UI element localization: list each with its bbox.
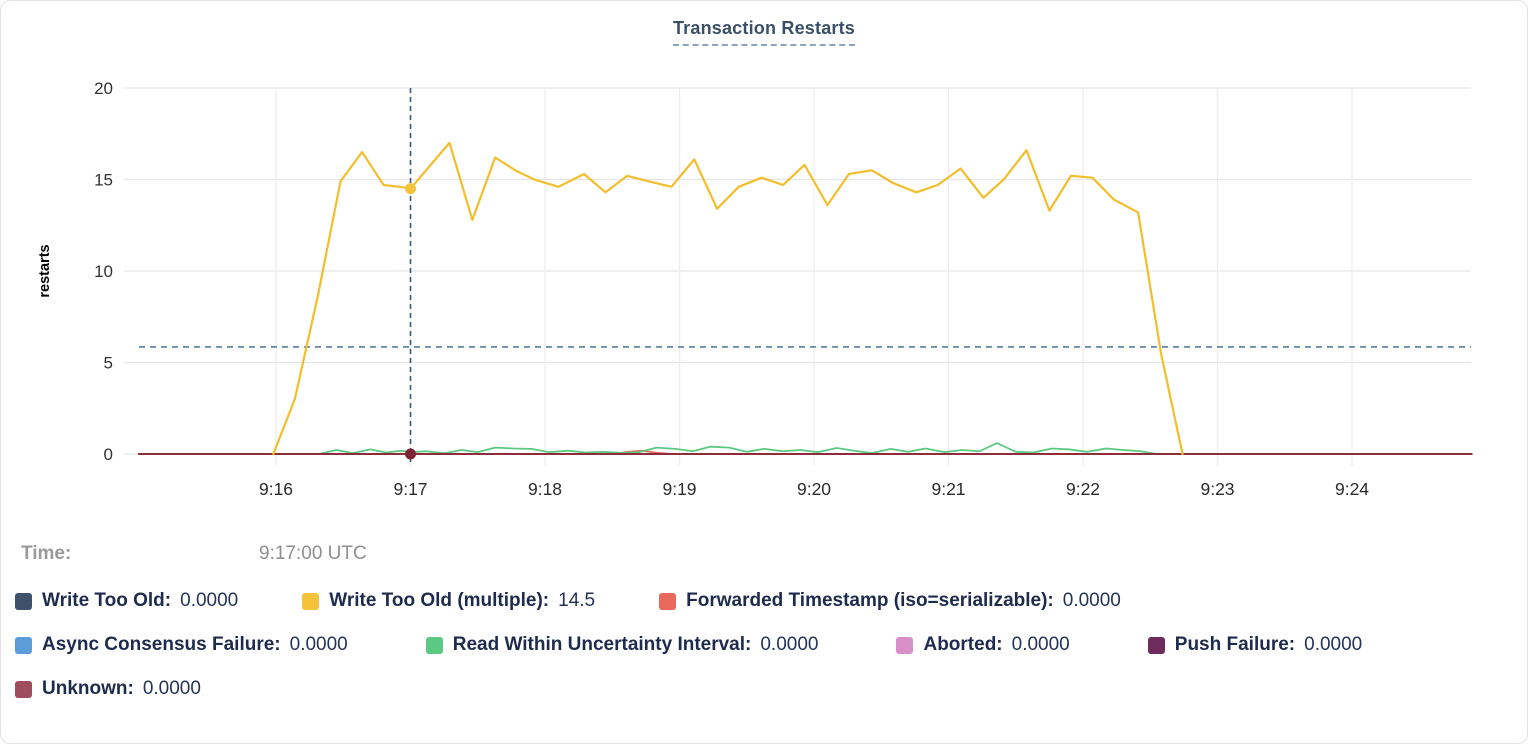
- y-axis-label: restarts: [37, 244, 53, 297]
- x-tick-label: 9:19: [662, 479, 696, 499]
- legend-swatch-icon: [15, 680, 32, 698]
- x-tick-label: 9:24: [1335, 479, 1369, 499]
- legend-series-value: 14.5: [558, 590, 596, 611]
- chart-header: Transaction Restarts: [1, 1, 1527, 63]
- y-tick-label: 0: [104, 445, 113, 464]
- legend-item: Write Too Old (multiple): 14.5: [302, 590, 595, 612]
- y-tick-label: 15: [94, 171, 113, 190]
- legend-series-value: 0.0000: [1304, 634, 1363, 655]
- legend-series-value: 0.0000: [1062, 590, 1121, 611]
- legend-series-name: Async Consensus Failure:: [42, 634, 281, 655]
- legend-row-3: Unknown: 0.0000: [15, 667, 1527, 711]
- x-tick-label: 9:23: [1200, 479, 1234, 499]
- hover-time-row: Time: 9:17:00 UTC: [21, 539, 1527, 569]
- x-tick-label: 9:17: [393, 479, 427, 499]
- x-tick-label: 9:20: [797, 479, 831, 499]
- legend-series-name: Forwarded Timestamp (iso=serializable):: [686, 590, 1054, 611]
- legend-swatch-icon: [15, 636, 32, 654]
- legend-item: Aborted: 0.0000: [896, 634, 1070, 656]
- x-tick-label: 9:16: [259, 479, 293, 499]
- legend-item: Push Failure: 0.0000: [1147, 634, 1363, 656]
- time-value: 9:17:00 UTC: [259, 543, 367, 564]
- hover-marker-dot: [405, 448, 416, 460]
- legend-series-name: Read Within Uncertainty Interval:: [452, 634, 752, 655]
- legend-item: Async Consensus Failure: 0.0000: [15, 634, 348, 656]
- legend-series-name: Write Too Old:: [42, 590, 172, 611]
- transaction-restarts-chart[interactable]: 0 5 10 15 20 9:16 9:17 9:18 9:19 9:20 9:21 9:22 9:23…: [1, 63, 1528, 523]
- legend-series-value: 0.0000: [142, 678, 201, 699]
- hover-marker-dot: [405, 183, 416, 195]
- legend-item: Read Within Uncertainty Interval: 0.0000: [425, 634, 819, 656]
- x-tick-label: 9:18: [528, 479, 562, 499]
- legend-series-value: 0.0000: [760, 634, 819, 655]
- legend-series-name: Aborted:: [923, 634, 1003, 655]
- legend-series-name: Unknown:: [42, 678, 134, 699]
- x-tick-label: 9:21: [931, 479, 965, 499]
- legend-series-value: 0.0000: [180, 590, 239, 611]
- chart-title[interactable]: Transaction Restarts: [672, 18, 856, 46]
- legend-row-2: Async Consensus Failure: 0.0000 Read Withi…: [15, 623, 1527, 667]
- legend-swatch-icon: [896, 636, 914, 654]
- legend-swatch-icon: [425, 636, 443, 654]
- y-tick-label: 20: [94, 79, 113, 98]
- legend-item: Write Too Old: 0.0000: [15, 590, 238, 612]
- series-line-read-within-uncertainty-interval: [318, 442, 1158, 455]
- legend-item: Forwarded Timestamp (iso=serializable): 0…: [659, 590, 1121, 612]
- legend-series-name: Push Failure:: [1174, 634, 1296, 655]
- time-label: Time:: [21, 543, 72, 564]
- legend-swatch-icon: [659, 592, 677, 610]
- x-tick-label: 9:22: [1066, 479, 1100, 499]
- y-tick-label: 10: [94, 262, 113, 281]
- legend-series-name: Write Too Old (multiple):: [329, 590, 550, 611]
- legend-item: Unknown: 0.0000: [15, 678, 201, 700]
- legend-series-value: 0.0000: [1011, 634, 1070, 655]
- legend-series-value: 0.0000: [289, 634, 348, 655]
- legend-swatch-icon: [15, 592, 32, 610]
- y-tick-label: 5: [104, 354, 113, 373]
- chart-legend: Write Too Old: 0.0000 Write Too Old (multi…: [15, 579, 1527, 711]
- legend-swatch-icon: [1147, 636, 1165, 654]
- legend-swatch-icon: [302, 592, 320, 610]
- legend-row-1: Write Too Old: 0.0000 Write Too Old (multi…: [15, 579, 1527, 623]
